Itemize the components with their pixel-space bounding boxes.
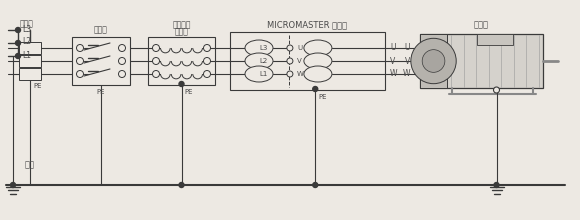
Circle shape — [287, 71, 293, 77]
Text: L1: L1 — [259, 71, 267, 77]
Text: V: V — [297, 58, 302, 64]
Text: L2: L2 — [259, 58, 267, 64]
Text: L1: L1 — [22, 51, 31, 59]
Circle shape — [16, 40, 20, 46]
Ellipse shape — [245, 40, 273, 56]
Text: 滤波器: 滤波器 — [175, 28, 188, 37]
Circle shape — [16, 53, 20, 59]
Bar — [420, 34, 447, 88]
Bar — [72, 37, 130, 85]
Circle shape — [118, 44, 125, 51]
Text: L2: L2 — [22, 37, 31, 46]
Text: L3: L3 — [22, 24, 31, 33]
Text: U: U — [297, 45, 302, 51]
Circle shape — [313, 86, 318, 92]
Bar — [477, 34, 513, 45]
Text: U: U — [390, 44, 396, 53]
Bar — [19, 68, 41, 80]
Text: W: W — [297, 71, 304, 77]
Circle shape — [179, 183, 184, 187]
Ellipse shape — [245, 66, 273, 82]
Circle shape — [10, 183, 16, 187]
Circle shape — [77, 44, 84, 51]
Circle shape — [153, 57, 160, 64]
Text: L3: L3 — [259, 45, 267, 51]
Circle shape — [77, 70, 84, 77]
Bar — [148, 37, 215, 85]
Circle shape — [179, 81, 184, 86]
Circle shape — [153, 70, 160, 77]
Circle shape — [287, 45, 293, 51]
Circle shape — [494, 183, 499, 187]
Text: W: W — [390, 70, 397, 79]
Text: 熔断器: 熔断器 — [20, 20, 34, 29]
Ellipse shape — [245, 53, 273, 69]
Bar — [420, 34, 543, 88]
Text: 三相: 三相 — [25, 161, 35, 169]
Text: PE: PE — [97, 89, 105, 95]
Text: W: W — [403, 70, 410, 79]
Circle shape — [118, 57, 125, 64]
Text: U: U — [404, 44, 410, 53]
Circle shape — [287, 58, 293, 64]
Text: PE: PE — [33, 83, 42, 89]
Circle shape — [411, 38, 456, 84]
Text: 电动机: 电动机 — [474, 20, 489, 29]
Circle shape — [204, 57, 211, 64]
Text: V: V — [390, 57, 395, 66]
Circle shape — [118, 70, 125, 77]
Bar — [19, 42, 41, 54]
Circle shape — [204, 44, 211, 51]
Circle shape — [153, 44, 160, 51]
Ellipse shape — [304, 53, 332, 69]
Ellipse shape — [304, 66, 332, 82]
Text: 接触器: 接触器 — [94, 26, 108, 35]
Bar — [19, 55, 41, 67]
Text: PE: PE — [184, 89, 193, 95]
Text: V: V — [405, 57, 410, 66]
Text: MICROMASTER 变频器: MICROMASTER 变频器 — [267, 20, 347, 29]
Bar — [230, 32, 385, 90]
Circle shape — [494, 87, 499, 93]
Circle shape — [16, 28, 20, 33]
Circle shape — [77, 57, 84, 64]
Circle shape — [422, 50, 445, 72]
Ellipse shape — [304, 40, 332, 56]
Circle shape — [204, 70, 211, 77]
Text: PE: PE — [318, 94, 327, 100]
Text: 可选件，: 可选件， — [172, 20, 191, 29]
Circle shape — [313, 183, 318, 187]
